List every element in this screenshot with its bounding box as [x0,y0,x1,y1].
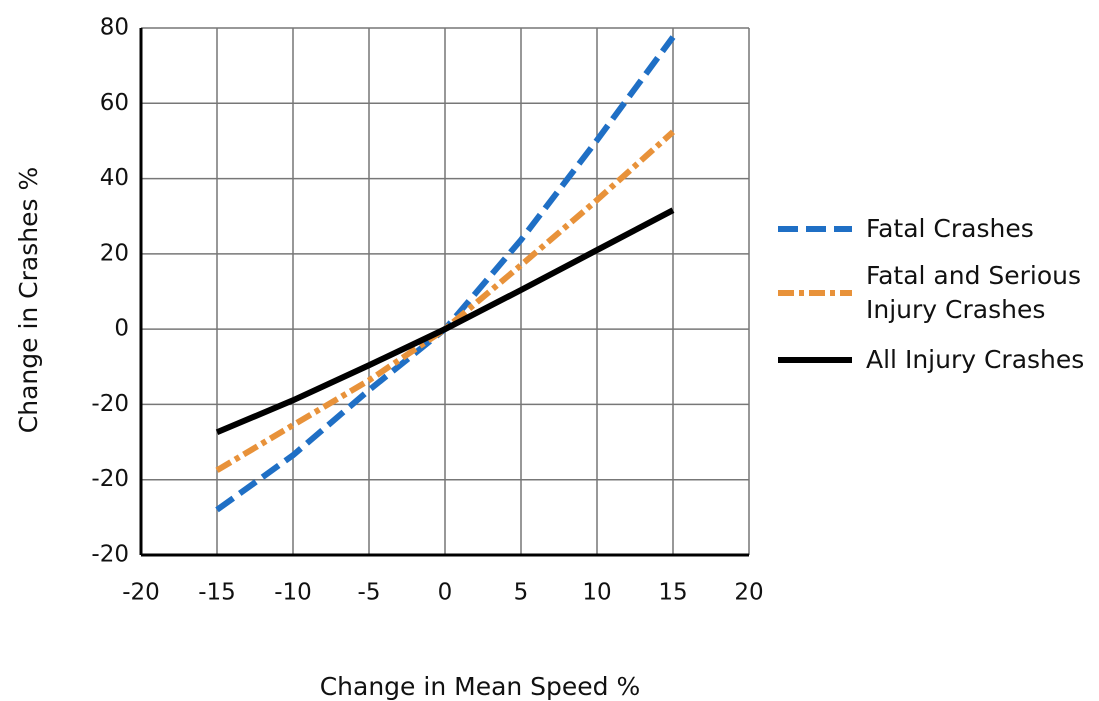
x-tick-label: -5 [358,580,381,606]
series-line [215,207,675,436]
y-tick-label: -20 [91,466,129,492]
x-tick-label: 10 [582,580,611,606]
y-tick-label: 20 [100,240,129,266]
x-tick-label: -20 [122,580,160,606]
series-line [215,129,676,473]
legend-label: Fatal and Serious Injury Crashes [866,261,1082,324]
y-tick-label: 80 [100,15,129,41]
x-tick-label: -10 [274,580,312,606]
x-tick-label: 5 [514,580,529,606]
y-tick-label: 60 [100,90,129,116]
legend-label: All Injury Crashes [866,345,1085,374]
x-tick-label: 15 [658,580,687,606]
y-tick-label: -20 [91,391,129,417]
y-tick-label: 40 [100,165,129,191]
x-tick-label: 20 [734,580,763,606]
y-axis-title: Change in Crashes % [14,167,43,433]
x-tick-label: -15 [198,580,236,606]
x-axis-title: Change in Mean Speed % [320,672,641,701]
y-tick-label: 0 [114,316,129,342]
x-tick-label: 0 [438,580,453,606]
y-tick-label: -20 [91,542,129,568]
legend-label: Fatal Crashes [866,214,1034,243]
